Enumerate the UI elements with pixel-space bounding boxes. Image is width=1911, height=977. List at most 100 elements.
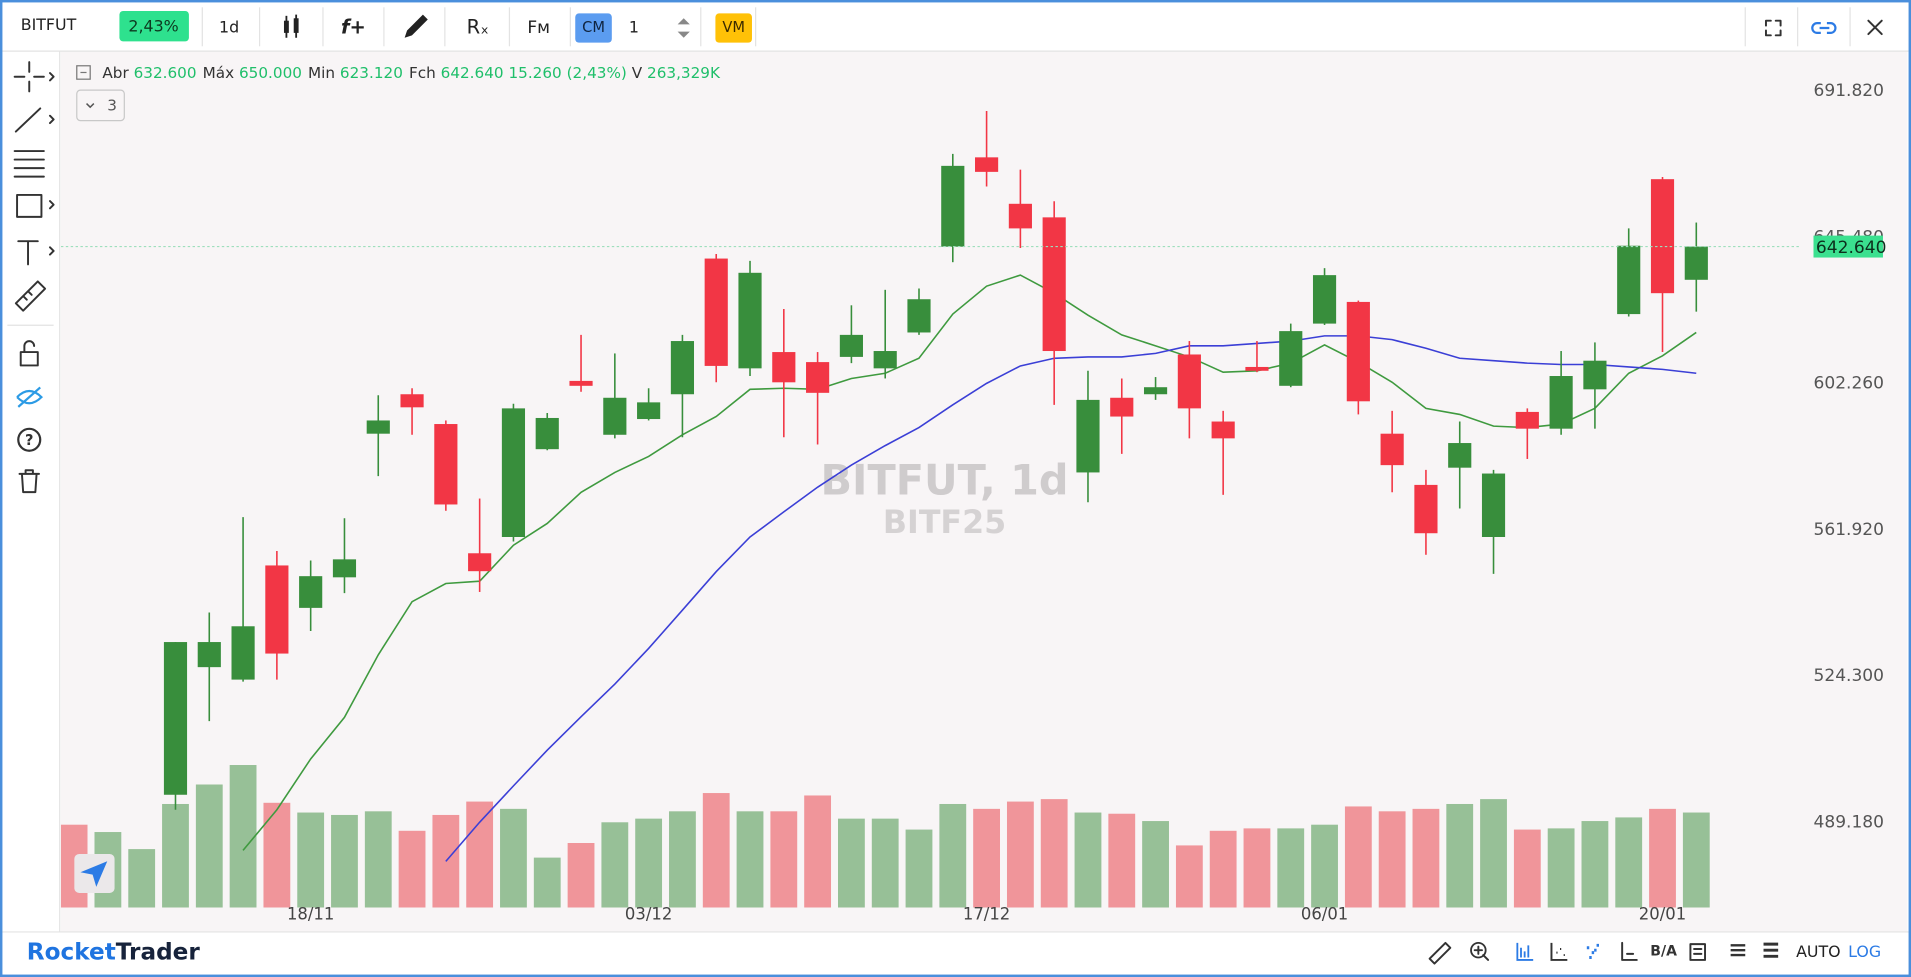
text-tool[interactable]	[17, 240, 55, 266]
volume-bar	[1649, 808, 1676, 908]
candle-body	[1279, 331, 1303, 386]
indicators-button[interactable]: f+	[341, 16, 366, 39]
book-button[interactable]	[1689, 943, 1707, 961]
candle-body	[1549, 376, 1573, 429]
fm-button[interactable]: Fм	[527, 18, 550, 38]
cm-button[interactable]	[575, 13, 612, 43]
cm-label: CM	[582, 19, 605, 36]
help-glyph: ?	[25, 432, 33, 449]
value: 642.640	[441, 64, 504, 82]
candle-body	[366, 420, 390, 434]
replay-button[interactable]: Rₓ	[467, 16, 489, 39]
vm-button[interactable]	[715, 13, 752, 43]
last-price-box	[1813, 235, 1883, 258]
x-tick-label: 20/01	[1639, 904, 1686, 923]
hide-tool[interactable]	[16, 386, 43, 408]
candle-body	[1583, 360, 1607, 390]
candle-body	[265, 565, 289, 654]
fib-tool[interactable]	[13, 150, 45, 178]
volume-bar	[1311, 824, 1338, 908]
candle-body	[975, 157, 999, 172]
quantity[interactable]: 1	[629, 18, 639, 37]
log-button[interactable]: LOG	[1848, 942, 1881, 961]
candle-body	[1617, 245, 1641, 315]
y-tick-label: 561.920	[1814, 520, 1885, 540]
candle-body	[1380, 433, 1404, 466]
candle-body	[400, 394, 424, 408]
volume-bar	[1446, 803, 1474, 908]
indicators-toggle[interactable]	[76, 89, 125, 122]
crosshair-tool[interactable]	[13, 61, 55, 93]
line-tool[interactable]	[14, 107, 55, 133]
moving-average-line	[242, 274, 1697, 851]
x-tick-label: 17/12	[963, 904, 1010, 923]
draw-button[interactable]	[404, 14, 428, 38]
volume-bar	[1682, 812, 1710, 908]
brand-second: Trader	[116, 939, 201, 965]
volume-bar	[635, 818, 663, 908]
candle-body	[1448, 443, 1472, 468]
layout-button[interactable]	[1730, 944, 1746, 957]
navigation-icon	[80, 861, 108, 887]
value: 623.120	[340, 64, 403, 82]
ruler-tool[interactable]	[14, 280, 47, 312]
left-toolbar: ?	[7, 51, 61, 932]
layout-button[interactable]	[1763, 942, 1779, 958]
candle-body	[738, 272, 762, 369]
last-price-label: 642.640	[1816, 238, 1887, 258]
legend: Abr 632.600 Máx 650.000 Min 623.120 Fch 642.640…	[76, 64, 721, 122]
volume-bar	[601, 822, 629, 908]
volume-bar	[1175, 845, 1203, 908]
candle-body	[332, 559, 357, 578]
chart-type-button[interactable]	[283, 14, 299, 38]
volume-bar	[1615, 817, 1643, 908]
value: 650.000	[239, 64, 302, 82]
measure-button[interactable]	[1428, 941, 1452, 965]
candle-body	[434, 424, 458, 505]
vm-label: VM	[722, 19, 745, 36]
auto-button[interactable]: AUTO	[1796, 942, 1841, 961]
shape-tool[interactable]	[16, 193, 55, 218]
volume-bar	[1243, 828, 1271, 908]
candle-body	[1076, 399, 1100, 473]
label: Abr	[102, 64, 129, 82]
candle-body	[501, 408, 526, 537]
volume-bar	[1480, 799, 1507, 908]
link-button[interactable]	[1811, 22, 1837, 34]
axis-button[interactable]	[1621, 941, 1638, 961]
value: (2,43%)	[567, 64, 627, 82]
volume-bar	[871, 818, 899, 908]
volume-bar	[263, 802, 291, 908]
help-button[interactable]	[17, 427, 42, 452]
quantity-spinner[interactable]	[677, 18, 690, 38]
zoom-button[interactable]	[1470, 941, 1487, 959]
dots-button[interactable]	[1586, 943, 1599, 959]
interval-button[interactable]: 1d	[219, 18, 239, 37]
y-tick-label: 489.180	[1814, 812, 1885, 832]
candle-body	[1650, 179, 1675, 294]
volume-bar	[1074, 812, 1102, 908]
symbol[interactable]: BITFUT	[21, 15, 77, 34]
collapse-button[interactable]	[76, 65, 91, 80]
candle-body	[704, 258, 728, 366]
footer: RocketTrader B/A AUTO LOG	[2, 931, 1909, 965]
fullscreen-button[interactable]	[1764, 19, 1782, 37]
ohlc-legend: Abr 632.600 Máx 650.000 Min 623.120 Fch 642.640…	[102, 64, 721, 82]
bars-button[interactable]	[1516, 942, 1534, 961]
volume-bar	[1581, 821, 1609, 908]
candle-body	[197, 642, 221, 668]
candle-body	[839, 334, 863, 357]
top-bar: BITFUT 2,43% 1d f+ Rₓ Fм CM 1 VM	[2, 7, 1909, 52]
bid-ask-button[interactable]: B/A	[1650, 943, 1677, 959]
watermark-subtitle: BITF25	[883, 505, 1006, 541]
volume-bar	[702, 793, 730, 908]
close-button[interactable]	[1867, 19, 1883, 36]
brand-first: Rocket	[27, 939, 116, 965]
volume-bar	[162, 803, 189, 908]
delete-tool[interactable]	[18, 469, 40, 494]
volume-bar	[736, 811, 764, 908]
lock-tool[interactable]	[19, 340, 39, 367]
volume-bar	[331, 814, 358, 908]
value: 632.600	[134, 64, 197, 82]
scatter-button[interactable]	[1550, 942, 1568, 961]
